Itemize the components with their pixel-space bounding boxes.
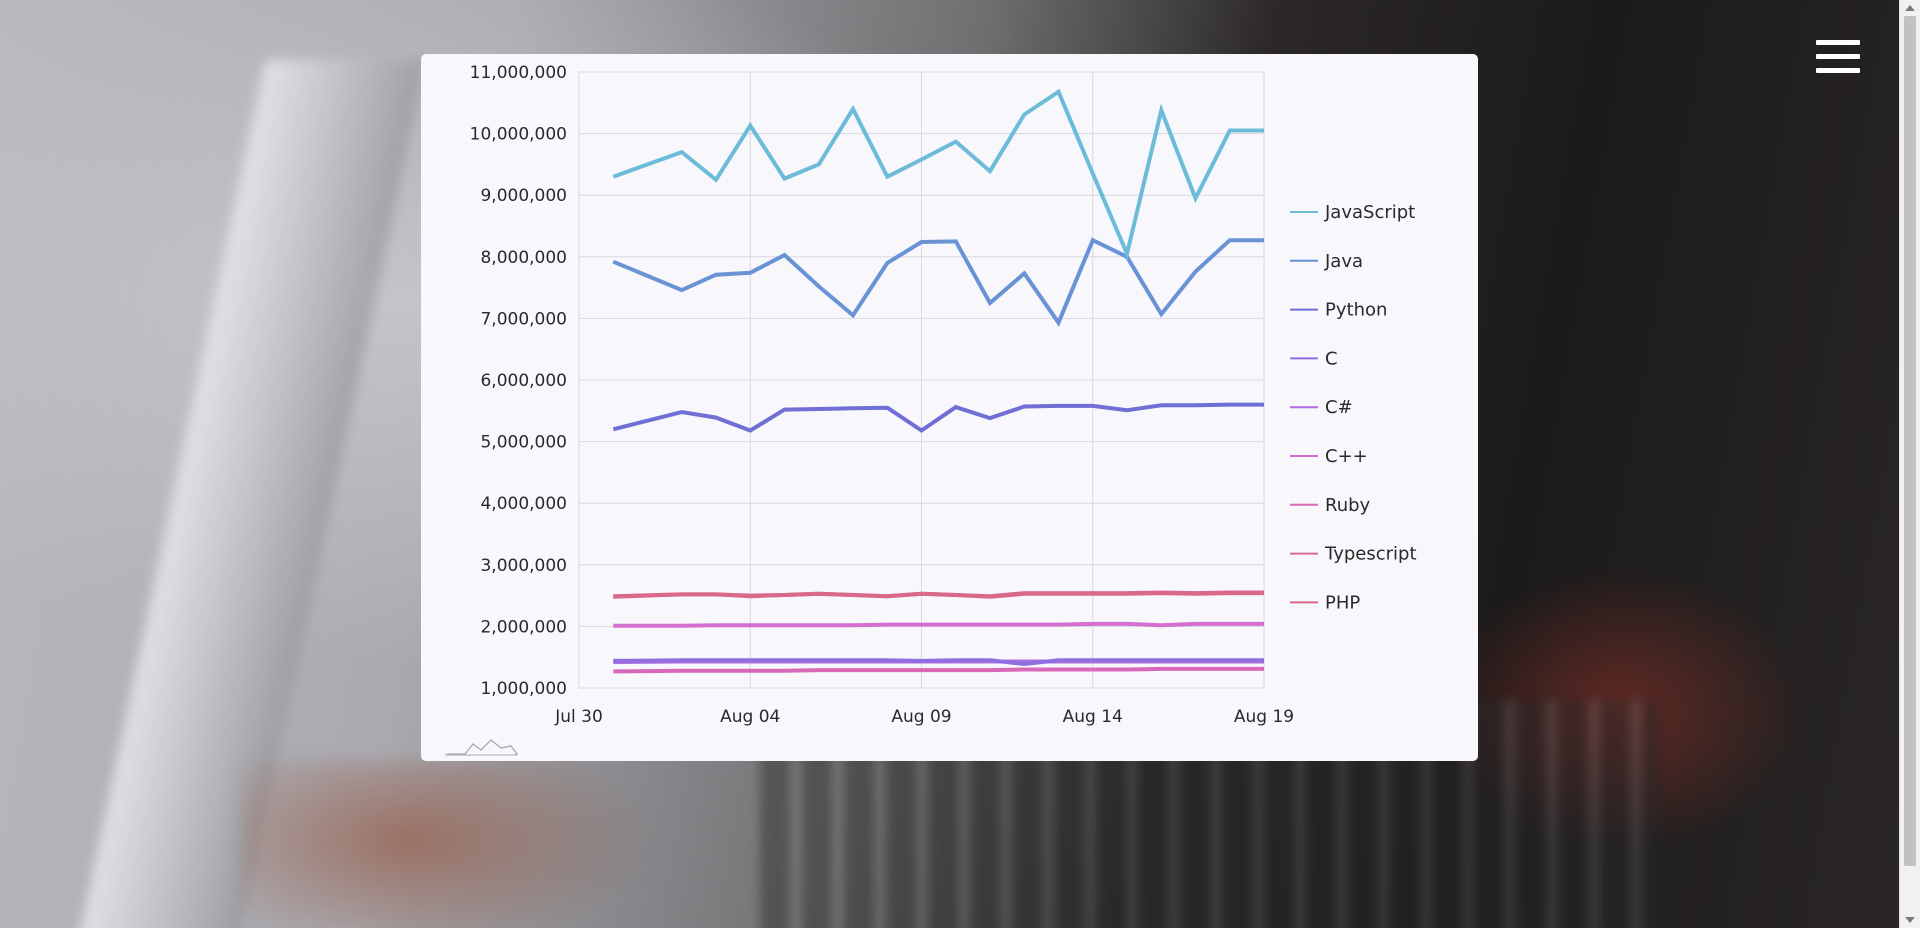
series-line-c (613, 658, 1264, 667)
y-tick-label: 5,000,000 (480, 433, 567, 453)
legend-label: Ruby (1325, 495, 1371, 516)
x-tick-label: Aug 14 (1063, 707, 1123, 727)
legend-label: PHP (1325, 592, 1360, 613)
legend-label: C++ (1325, 446, 1368, 467)
y-tick-label: 2,000,000 (480, 617, 567, 637)
y-tick-label: 3,000,000 (480, 556, 567, 576)
y-tick-label: 8,000,000 (480, 248, 567, 268)
hamburger-bar (1816, 54, 1860, 59)
series-line-python (612, 402, 1264, 433)
series-line-c- (613, 621, 1264, 628)
x-tick-label: Aug 04 (720, 707, 780, 727)
y-tick-label: 11,000,000 (470, 63, 567, 83)
legend-label: Typescript (1324, 544, 1417, 565)
hamburger-bar (1816, 68, 1860, 73)
x-tick-label: Jul 30 (554, 707, 603, 727)
chart-card: 1,000,000 2,000,000 3,000,000 4,000,000 5,00… (421, 54, 1478, 761)
series-line-java (612, 237, 1264, 327)
line-chart: 1,000,000 2,000,000 3,000,000 4,000,000 5,00… (445, 63, 1417, 756)
x-axis: Jul 30 Aug 04 Aug 09 Aug 14 Aug 19 (554, 707, 1294, 727)
series-line-php (613, 591, 1264, 599)
y-tick-label: 10,000,000 (470, 125, 567, 145)
legend-label: C# (1325, 397, 1353, 418)
chart-series (612, 88, 1264, 674)
legend-label: Python (1325, 300, 1387, 321)
mountain-logo-icon (445, 739, 518, 756)
x-tick-label: Aug 09 (891, 707, 951, 727)
legend-label: C (1325, 348, 1338, 369)
scrollbar-thumb[interactable] (1904, 16, 1916, 866)
y-tick-label: 7,000,000 (480, 309, 567, 329)
page-scrollbar[interactable] (1899, 0, 1920, 928)
chart-legend: JavaScript Java Python C C# C++ Ruby Typescript… (1290, 202, 1417, 613)
series-line-ruby (613, 666, 1264, 674)
legend-label: Java (1324, 251, 1363, 272)
hamburger-bar (1816, 40, 1860, 45)
background-hand (240, 760, 660, 928)
scroll-up-arrow-icon[interactable] (1905, 5, 1915, 11)
y-tick-label: 6,000,000 (480, 371, 567, 391)
y-axis: 1,000,000 2,000,000 3,000,000 4,000,000 5,00… (470, 63, 567, 699)
hamburger-menu-icon[interactable] (1814, 38, 1862, 78)
scroll-down-arrow-icon[interactable] (1905, 917, 1915, 923)
x-tick-label: Aug 19 (1234, 707, 1294, 727)
y-tick-label: 4,000,000 (480, 494, 567, 514)
legend-label: JavaScript (1324, 202, 1415, 223)
y-tick-label: 1,000,000 (480, 679, 567, 699)
series-line-javascript (612, 88, 1264, 261)
y-tick-label: 9,000,000 (480, 186, 567, 206)
